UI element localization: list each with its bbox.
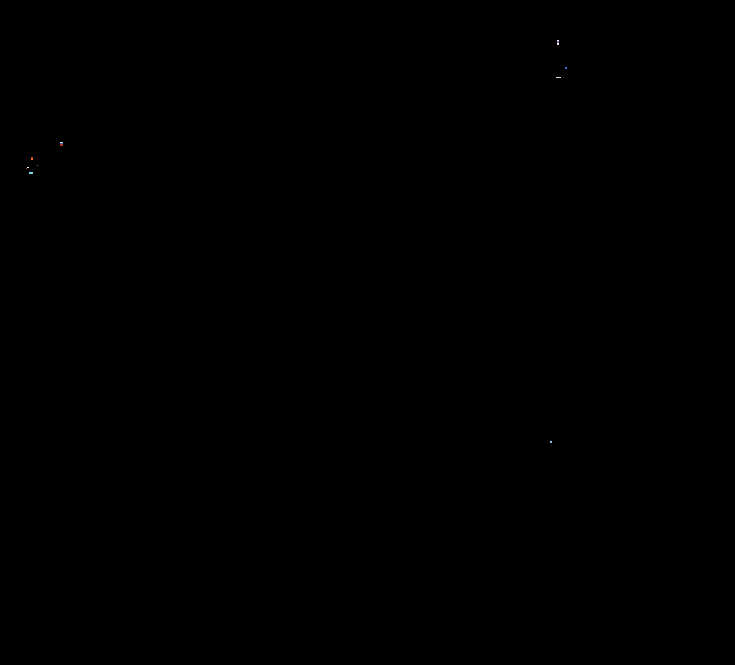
left-flag-sprite-red-row: [60, 144, 63, 146]
left-flag-sprite-white-row: [60, 142, 63, 143]
left-red-dot: [26, 168, 27, 169]
topright-tick-white-bottom: [557, 43, 559, 45]
topright-red-dot: [563, 77, 564, 78]
topright-blue-dot: [565, 67, 567, 69]
left-blue-dot: [37, 165, 38, 166]
topright-white-dash: [556, 77, 561, 78]
midright-lightblue-dot: [550, 441, 552, 443]
left-white-dot: [27, 167, 29, 168]
topright-tick-purple-mid: [557, 41, 559, 43]
topright-tick-white-top: [557, 40, 559, 41]
left-flag-sprite-blue-row: [60, 143, 63, 144]
left-ember-dot-orange: [31, 158, 33, 160]
left-cyan-dash: [29, 172, 33, 174]
left-ember-dot-dark-top: [31, 157, 33, 158]
